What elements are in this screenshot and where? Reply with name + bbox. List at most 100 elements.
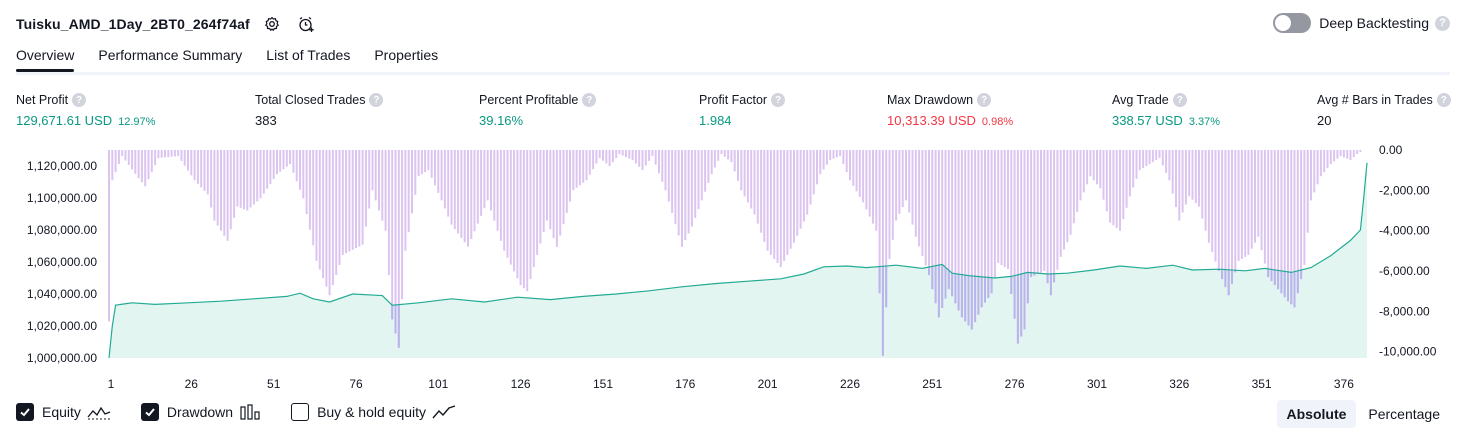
- drawdown-bar: [845, 150, 848, 173]
- drawdown-bar: [1244, 150, 1247, 257]
- drawdown-bar: [1036, 150, 1039, 274]
- drawdown-bar: [878, 150, 881, 294]
- drawdown-bar-overlap: [944, 267, 947, 299]
- drawdown-bar: [210, 150, 213, 208]
- equity-area: [109, 162, 1367, 358]
- drawdown-bar: [516, 150, 519, 279]
- drawdown-bar: [829, 150, 832, 161]
- help-icon[interactable]: ?: [369, 93, 384, 107]
- drawdown-bar: [901, 150, 904, 208]
- drawdown-bar: [193, 150, 196, 181]
- drawdown-bar: [437, 150, 440, 193]
- drawdown-bar: [644, 150, 647, 166]
- help-icon[interactable]: ?: [582, 93, 597, 107]
- help-icon[interactable]: ?: [977, 93, 992, 107]
- drawdown-bar: [1109, 150, 1112, 223]
- drawdown-bar: [1151, 150, 1154, 163]
- chart-canvas[interactable]: 1,120,000.00 1,100,000.00 1,080,000.00 1,06…: [0, 140, 1466, 392]
- drawdown-bar: [453, 150, 456, 230]
- drawdown-bar-overlap: [941, 264, 944, 308]
- help-icon[interactable]: ?: [1436, 93, 1451, 107]
- equity-checkbox[interactable]: [16, 403, 34, 421]
- drawdown-bar: [1181, 150, 1184, 213]
- drawdown-bar-overlap: [1026, 272, 1029, 304]
- tab-list-of-trades[interactable]: List of Trades: [266, 47, 351, 63]
- drawdown-bar-overlap: [931, 266, 934, 290]
- drawdown-bar: [957, 150, 960, 311]
- drawdown-bar: [480, 150, 483, 216]
- drawdown-bar: [1010, 150, 1013, 294]
- metric-label: Avg Trade: [1112, 93, 1169, 107]
- tab-performance-summary[interactable]: Performance Summary: [98, 47, 243, 63]
- drawdown-bar: [634, 150, 637, 164]
- mode-absolute[interactable]: Absolute: [1276, 400, 1357, 428]
- drawdown-bar: [226, 150, 229, 241]
- gear-icon[interactable]: [260, 12, 284, 36]
- drawdown-bar: [1178, 150, 1181, 221]
- y-left-tick-label: 1,020,000.00: [27, 319, 97, 333]
- drawdown-bar: [825, 150, 828, 165]
- equity-drawdown-chart[interactable]: 1,120,000.00 1,100,000.00 1,080,000.00 1,06…: [0, 140, 1466, 392]
- help-icon[interactable]: ?: [1435, 15, 1450, 31]
- drawdown-bar: [565, 150, 568, 213]
- drawdown-bar: [1155, 150, 1158, 161]
- drawdown-bar: [681, 150, 683, 247]
- drawdown-bar: [499, 150, 502, 241]
- drawdown-bar: [1273, 150, 1276, 286]
- drawdown-bar: [1158, 150, 1161, 159]
- drawdown-bar: [1128, 150, 1131, 197]
- drawdown-bar: [737, 150, 739, 181]
- drawdown-checkbox[interactable]: [140, 403, 159, 421]
- drawdown-bar-overlap: [1217, 269, 1220, 271]
- drawdown-bar: [842, 150, 845, 165]
- drawdown-bar: [443, 150, 446, 209]
- drawdown-bar: [733, 150, 736, 172]
- drawdown-bar: [1023, 150, 1026, 330]
- drawdown-bar: [203, 150, 206, 191]
- drawdown-bar: [1198, 150, 1200, 207]
- y-right-tick-label: 0.00: [1379, 143, 1403, 157]
- drawdown-bar-overlap: [967, 275, 970, 326]
- legend-drawdown[interactable]: Drawdown: [140, 403, 261, 421]
- drawdown-bar: [1016, 150, 1019, 344]
- drawdown-bar: [730, 150, 733, 163]
- drawdown-bar: [526, 150, 529, 292]
- help-icon[interactable]: ?: [1172, 93, 1187, 107]
- drawdown-bar: [707, 150, 710, 183]
- drawdown-bar: [723, 150, 726, 157]
- alarm-plus-icon[interactable]: [294, 12, 318, 36]
- drawdown-bar: [483, 150, 486, 209]
- legend-buy-hold[interactable]: Buy & hold equity: [291, 403, 456, 421]
- drawdown-bar: [144, 150, 147, 187]
- drawdown-bar: [243, 150, 245, 210]
- metric-percent: 12.97%: [118, 116, 156, 128]
- drawdown-bar: [868, 150, 871, 217]
- drawdown-bar-overlap: [980, 276, 983, 308]
- drawdown-bar: [918, 150, 921, 247]
- tab-overview[interactable]: Overview: [16, 47, 75, 72]
- tab-properties[interactable]: Properties: [374, 47, 439, 63]
- drawdown-bar: [799, 150, 802, 229]
- drawdown-bar: [387, 150, 390, 275]
- help-icon[interactable]: ?: [72, 93, 87, 107]
- drawdown-bar-overlap: [970, 275, 973, 330]
- drawdown-bar-overlap: [1273, 269, 1276, 286]
- drawdown-bar: [1346, 150, 1349, 159]
- drawdown-bar: [147, 150, 150, 180]
- legend-equity[interactable]: Equity: [16, 403, 111, 421]
- drawdown-bar: [404, 150, 407, 251]
- metric-label: Profit Factor: [699, 93, 768, 107]
- drawdown-bar: [987, 150, 990, 298]
- drawdown-bar: [322, 150, 325, 279]
- drawdown-bar: [908, 150, 911, 213]
- drawdown-bar-overlap: [934, 265, 937, 304]
- drawdown-bar: [473, 150, 476, 232]
- mode-percentage[interactable]: Percentage: [1368, 406, 1440, 422]
- strategy-title: Tuisku_AMD_1Day_2BT0_264f74af: [16, 16, 250, 32]
- drawdown-bar: [299, 150, 301, 190]
- buy-hold-checkbox[interactable]: [291, 403, 310, 421]
- drawdown-bar: [970, 150, 973, 330]
- help-icon[interactable]: ?: [771, 93, 786, 107]
- drawdown-bar: [1040, 150, 1042, 273]
- deep-backtesting-toggle[interactable]: [1273, 13, 1312, 33]
